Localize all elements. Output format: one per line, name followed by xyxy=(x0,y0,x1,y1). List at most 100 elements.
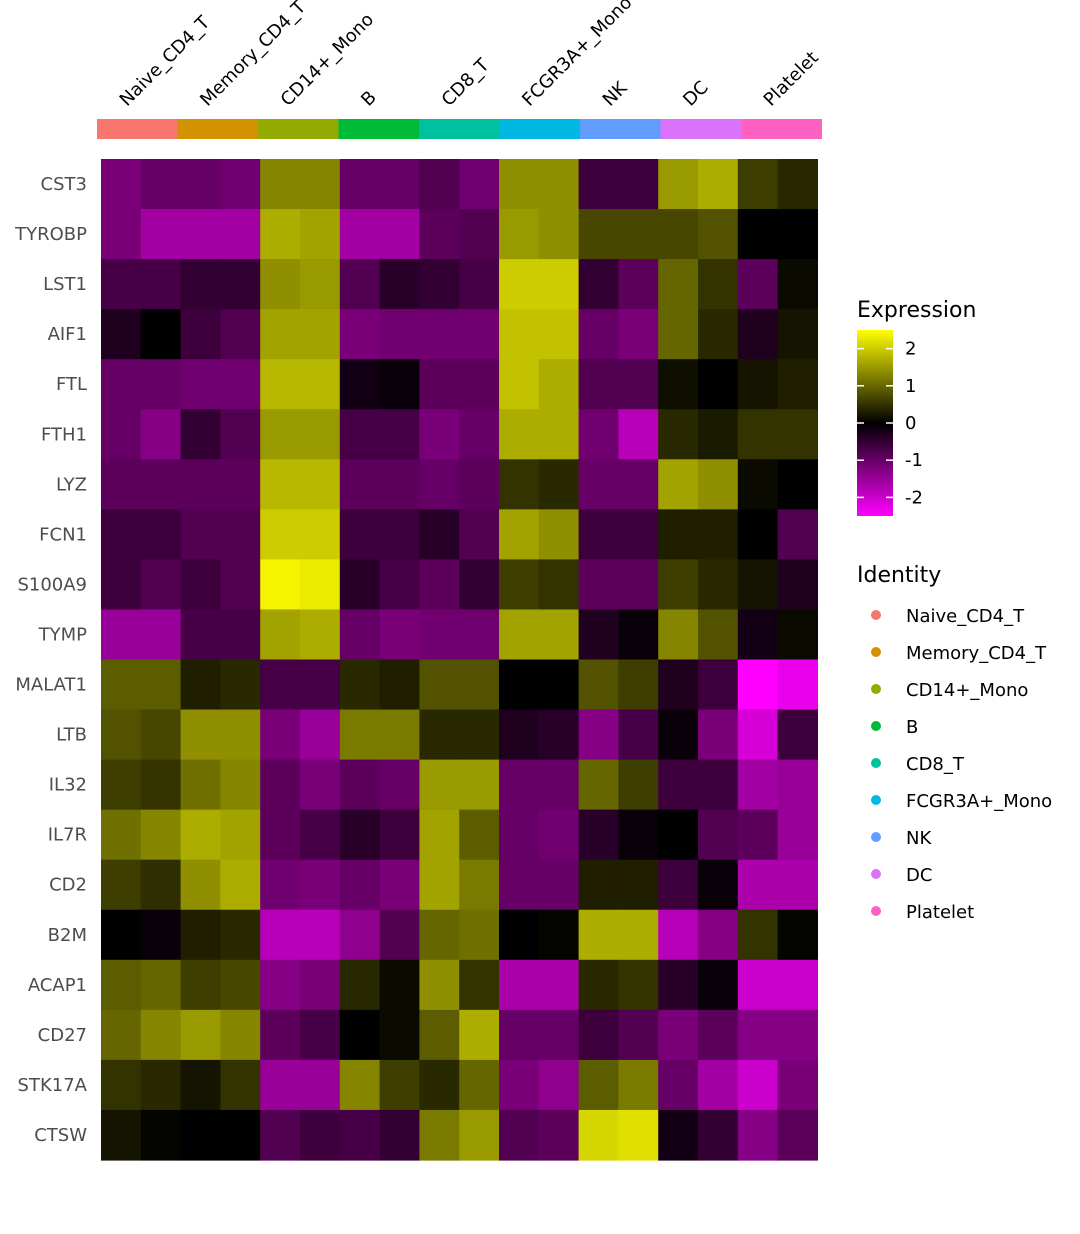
identity-bar-fcgr3a-mono xyxy=(499,119,581,139)
heatmap-cell-cd2-4 xyxy=(260,859,301,911)
heatmap-cell-cd27-5 xyxy=(300,1009,341,1061)
heatmap-cell-ctsw-4 xyxy=(260,1109,301,1161)
heatmap-cell-b2m-1 xyxy=(140,909,182,961)
heatmap-cell-il32-11 xyxy=(538,759,580,811)
heatmap-cell-s100a9-14 xyxy=(658,559,699,611)
heatmap-cell-lst1-2 xyxy=(180,259,221,310)
heatmap-cell-b2m-13 xyxy=(618,909,659,961)
heatmap-cell-ftl-6 xyxy=(339,359,381,410)
heatmap-cell-s100a9-4 xyxy=(260,559,301,611)
heatmap-cell-malat1-13 xyxy=(618,659,659,711)
gene-label-ctsw: CTSW xyxy=(34,1125,87,1146)
gene-label-b2m: B2M xyxy=(48,925,87,946)
heatmap-cell-s100a9-0 xyxy=(101,559,142,611)
heatmap-cell-il32-17 xyxy=(777,759,818,811)
heatmap-cell-il7r-2 xyxy=(180,809,221,861)
heatmap-cell-lst1-5 xyxy=(300,259,341,310)
heatmap-cell-acap1-0 xyxy=(101,959,142,1011)
heatmap-cell-cd2-2 xyxy=(180,859,221,911)
heatmap-cell-acap1-13 xyxy=(618,959,659,1011)
heatmap-cell-lyz-3 xyxy=(220,459,261,510)
heatmap-cell-ltb-9 xyxy=(459,709,500,761)
heatmap-cell-ftl-15 xyxy=(698,359,739,410)
heatmap-cell-ltb-4 xyxy=(260,709,301,761)
heatmap-cell-malat1-1 xyxy=(140,659,182,711)
heatmap-cell-ctsw-7 xyxy=(379,1109,420,1161)
heatmap-cell-il7r-17 xyxy=(777,809,818,861)
heatmap-cell-ftl-11 xyxy=(538,359,580,410)
heatmap-cell-ftl-10 xyxy=(499,359,540,410)
heatmap-cell-il7r-7 xyxy=(379,809,420,861)
heatmap-cell-lyz-16 xyxy=(737,459,779,510)
heatmap-cell-cd27-1 xyxy=(140,1009,182,1061)
heatmap-cell-acap1-6 xyxy=(339,959,381,1011)
heatmap-cell-cd2-13 xyxy=(618,859,659,911)
heatmap-cell-s100a9-7 xyxy=(379,559,420,611)
heatmap-cell-cd27-3 xyxy=(220,1009,261,1061)
expression-legend: Expression 2 1 0 -1 -2 xyxy=(857,298,976,516)
heatmap-cell-il7r-8 xyxy=(419,809,460,861)
heatmap-cell-ftl-5 xyxy=(300,359,341,410)
heatmap-cell-cd27-8 xyxy=(419,1009,460,1061)
heatmap-cell-cst3-14 xyxy=(658,159,699,210)
heatmap-cell-s100a9-1 xyxy=(140,559,182,611)
heatmap-cell-tymp-14 xyxy=(658,609,699,661)
heatmap-cell-cst3-16 xyxy=(737,159,779,210)
heatmap-cell-s100a9-15 xyxy=(698,559,739,611)
heatmap-cell-tyrobp-4 xyxy=(260,209,301,260)
heatmap-cell-ftl-7 xyxy=(379,359,420,410)
heatmap-cell-cd27-9 xyxy=(459,1009,500,1061)
heatmap-cell-cst3-1 xyxy=(140,159,182,210)
heatmap-cell-il7r-11 xyxy=(538,809,580,861)
identity-legend-dot-nk xyxy=(871,832,881,842)
heatmap-cell-fth1-4 xyxy=(260,409,301,460)
heatmap-cell-il32-7 xyxy=(379,759,420,811)
heatmap-cell-il32-2 xyxy=(180,759,221,811)
heatmap-cell-il32-9 xyxy=(459,759,500,811)
heatmap-cell-acap1-7 xyxy=(379,959,420,1011)
heatmap-cell-fth1-2 xyxy=(180,409,221,460)
heatmap-cell-tymp-5 xyxy=(300,609,341,661)
heatmap-cell-tyrobp-5 xyxy=(300,209,341,260)
identity-label-cd8-t: CD8_T xyxy=(438,54,494,110)
heatmap-cell-cst3-2 xyxy=(180,159,221,210)
heatmap-cell-ltb-0 xyxy=(101,709,142,761)
heatmap-cell-tymp-1 xyxy=(140,609,182,661)
heatmap-cell-ctsw-1 xyxy=(140,1109,182,1161)
heatmap-cell-cd2-14 xyxy=(658,859,699,911)
heatmap-cell-aif1-4 xyxy=(260,309,301,360)
heatmap-cell-fth1-17 xyxy=(777,409,818,460)
heatmap-cell-stk17a-5 xyxy=(300,1059,341,1111)
heatmap-cell-cd2-10 xyxy=(499,859,540,911)
heatmap-cell-ltb-5 xyxy=(300,709,341,761)
heatmap-cell-acap1-8 xyxy=(419,959,460,1011)
heatmap-cell-acap1-5 xyxy=(300,959,341,1011)
heatmap-cell-cst3-11 xyxy=(538,159,580,210)
heatmap-cell-lst1-0 xyxy=(101,259,142,310)
gene-label-malat1: MALAT1 xyxy=(15,675,87,696)
heatmap-cell-lst1-8 xyxy=(419,259,460,310)
identity-legend-label-dc: DC xyxy=(906,865,932,886)
heatmap-cell-acap1-4 xyxy=(260,959,301,1011)
identity-label-nk: NK xyxy=(599,77,633,111)
identity-bar-dc xyxy=(660,119,742,139)
heatmap-cell-tyrobp-9 xyxy=(459,209,500,260)
gene-label-lyz: LYZ xyxy=(56,474,87,495)
heatmap-cell-s100a9-16 xyxy=(737,559,779,611)
heatmap-cell-stk17a-16 xyxy=(737,1059,779,1111)
heatmap-cell-ctsw-9 xyxy=(459,1109,500,1161)
heatmap-cell-lst1-11 xyxy=(538,259,580,310)
heatmap-cell-lyz-0 xyxy=(101,459,142,510)
heatmap-cell-fcn1-6 xyxy=(339,509,381,560)
heatmap-cell-malat1-6 xyxy=(339,659,381,711)
identity-label-platelet: Platelet xyxy=(760,47,823,110)
heatmap-cell-aif1-13 xyxy=(618,309,659,360)
heatmap-cell-fth1-13 xyxy=(618,409,659,460)
heatmap-cell-fcn1-5 xyxy=(300,509,341,560)
heatmap-cell-fcn1-15 xyxy=(698,509,739,560)
heatmap-cell-fth1-14 xyxy=(658,409,699,460)
heatmap-cell-cd2-17 xyxy=(777,859,818,911)
heatmap-cell-il32-6 xyxy=(339,759,381,811)
heatmap-cell-il7r-16 xyxy=(737,809,779,861)
heatmap-cell-fcn1-0 xyxy=(101,509,142,560)
